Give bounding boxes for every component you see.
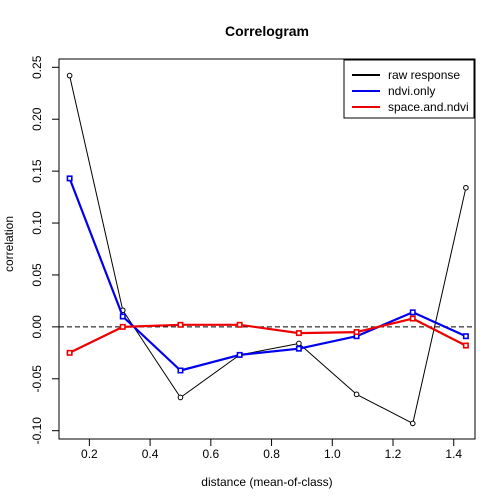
data-point-space-and-ndvi	[462, 342, 469, 349]
data-point-raw-response	[66, 72, 73, 79]
data-point-raw-response	[463, 184, 469, 191]
data-point-space-and-ndvi	[119, 323, 126, 330]
data-point-space-and-ndvi	[177, 321, 184, 328]
data-point-raw-response	[296, 340, 302, 347]
x-tick-label: 1.0	[324, 447, 341, 461]
x-axis-label: distance (mean-of-class)	[201, 475, 332, 489]
plot-frame	[58, 58, 476, 440]
x-tick-label: 1.4	[445, 447, 462, 461]
data-point-ndvi-only	[66, 175, 73, 182]
y-axis-label: correlation	[2, 216, 16, 272]
legend-label: space.and.ndvi	[388, 100, 469, 114]
y-tick-label: 0.05	[30, 263, 44, 287]
legend-label: ndvi.only	[388, 84, 435, 98]
series-line-space-and-ndvi	[69, 317, 467, 354]
series-line-ndvi-only	[68, 178, 467, 372]
data-point-ndvi-only	[236, 351, 243, 358]
data-point-space-and-ndvi	[236, 321, 243, 328]
legend-box	[343, 59, 475, 119]
data-point-ndvi-only	[295, 345, 302, 352]
y-tick-label: 0.15	[30, 159, 44, 183]
y-tick-label: -0.10	[30, 417, 44, 445]
series-line-raw-response	[69, 75, 467, 424]
y-tick-label: 0.10	[30, 211, 44, 235]
y-tick-label: 0.25	[30, 55, 44, 79]
data-point-ndvi-only	[177, 367, 184, 374]
data-point-raw-response	[353, 391, 360, 398]
data-point-ndvi-only	[409, 309, 416, 316]
y-tick-label: 0.00	[30, 315, 44, 339]
y-tick-label: 0.20	[30, 107, 44, 131]
data-point-space-and-ndvi	[295, 330, 302, 337]
x-tick-label: 0.4	[142, 447, 159, 461]
data-point-space-and-ndvi	[353, 329, 360, 336]
data-point-ndvi-only	[462, 333, 469, 340]
data-point-raw-response	[409, 420, 416, 427]
chart-title: Correlogram	[225, 23, 309, 39]
data-point-space-and-ndvi	[409, 315, 416, 322]
data-point-ndvi-only	[119, 313, 126, 320]
legend-label: raw response	[388, 68, 460, 82]
x-tick-label: 0.2	[81, 447, 98, 461]
x-tick-label: 1.2	[385, 447, 402, 461]
data-point-raw-response	[177, 394, 184, 401]
x-tick-label: 0.6	[202, 447, 219, 461]
data-point-space-and-ndvi	[66, 349, 73, 356]
y-tick-label: -0.05	[30, 365, 44, 393]
x-tick-label: 0.8	[263, 447, 280, 461]
